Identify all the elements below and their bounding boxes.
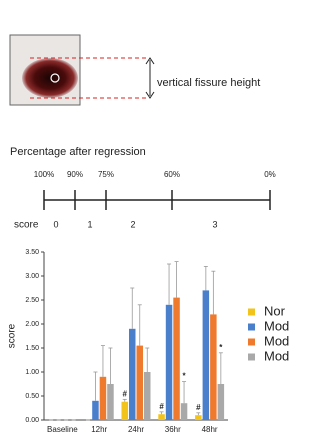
legend-label: Mod (264, 333, 289, 348)
significance-marker: * (182, 372, 186, 381)
annotation: vertical fissure height (157, 77, 260, 89)
x-tick-label: 48hr (202, 425, 218, 434)
y-tick-label: 0.50 (25, 393, 39, 400)
score-value: 1 (87, 219, 92, 229)
y-tick-label: 0.00 (25, 417, 39, 424)
x-tick-label: 36hr (165, 425, 181, 434)
bar (181, 403, 188, 420)
bar (218, 384, 225, 420)
score-value: 2 (130, 219, 135, 229)
legend-swatch (248, 324, 255, 331)
significance-marker: # (123, 389, 128, 398)
y-tick-label: 1.50 (25, 345, 39, 352)
y-tick-label: 3.00 (25, 273, 39, 280)
x-tick-label: 12hr (91, 425, 107, 434)
y-tick-label: 2.00 (25, 321, 39, 328)
score-label: score (14, 220, 39, 231)
legend-swatch (248, 354, 255, 361)
legend-swatch (248, 309, 255, 316)
legend-label: Mod (264, 348, 289, 363)
percent-label: 60% (164, 170, 180, 179)
legend-label: Nor (264, 303, 286, 318)
bar (173, 298, 180, 420)
bar (100, 377, 107, 420)
score-value: 0 (53, 219, 58, 229)
bar (166, 305, 173, 420)
eye-photo (10, 35, 80, 105)
legend-label: Mod (264, 318, 289, 333)
percent-label: 100% (34, 170, 54, 179)
x-tick-label: 24hr (128, 425, 144, 434)
bar (122, 402, 129, 420)
figure: vertical fissure height Percentage after… (0, 0, 299, 434)
bar (203, 290, 210, 420)
bar (107, 384, 114, 420)
score-value: 3 (212, 219, 217, 229)
y-tick-label: 3.50 (25, 249, 39, 256)
percent-label: 0% (264, 170, 276, 179)
bar (137, 346, 144, 420)
bar (210, 314, 217, 420)
bar (92, 401, 99, 420)
legend-swatch (248, 339, 255, 346)
bar (129, 329, 136, 420)
percent-label: 90% (67, 170, 83, 179)
scale-title: Percentage after regression (10, 146, 146, 158)
percent-label: 75% (98, 170, 114, 179)
significance-marker: # (196, 403, 201, 412)
bar-chart: 0.00 0.50 1.00 1.50 2.00 2.50 3.00 3.50 score Bas… (7, 249, 290, 434)
significance-marker: * (219, 343, 223, 352)
bar (144, 372, 151, 420)
bar (158, 414, 165, 420)
y-tick-label: 1.00 (25, 369, 39, 376)
y-axis-label: score (7, 323, 18, 348)
y-tick-label: 2.50 (25, 297, 39, 304)
bar (195, 415, 202, 420)
significance-marker: # (159, 402, 164, 411)
x-tick-label: Baseline (47, 425, 78, 434)
